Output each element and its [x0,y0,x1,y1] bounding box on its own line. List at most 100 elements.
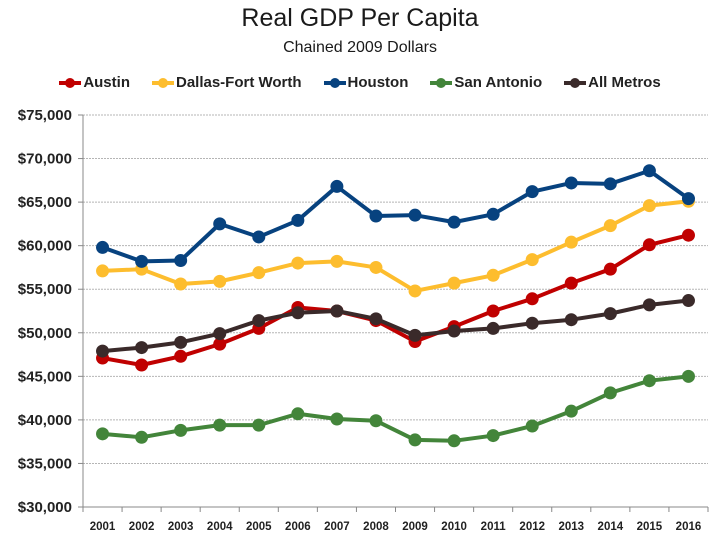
data-point [681,228,695,242]
chart-subtitle: Chained 2009 Dollars [283,39,437,56]
data-point [369,209,383,223]
data-point [96,344,110,358]
data-point [174,277,188,291]
data-point [369,414,383,428]
x-tick-label: 2003 [168,521,194,533]
x-tick-label: 2011 [481,521,507,533]
data-point [642,238,656,252]
data-point [525,292,539,306]
series-austin [96,228,695,372]
legend-marker-icon [430,77,453,89]
data-point [408,208,422,222]
data-point [603,386,617,400]
data-point [603,262,617,276]
x-tick-label: 2013 [558,521,584,533]
legend-label: San Antonio [454,74,543,91]
data-point [291,213,305,227]
x-tick-label: 2016 [676,521,702,533]
data-point [564,313,578,327]
data-point [291,407,305,421]
legend: Austin Dallas-Fort Worth Houston San Antoni… [0,74,720,91]
data-point [213,274,227,288]
data-point [408,284,422,298]
data-point [252,418,266,432]
series-group [96,164,695,448]
x-tick-label: 2008 [363,521,389,533]
data-point [330,412,344,426]
legend-item: Houston [323,74,409,91]
data-point [603,177,617,191]
y-tick-label: $60,000 [18,238,72,255]
data-point [603,307,617,321]
data-point [486,321,500,335]
series-line [102,298,689,354]
data-point [252,230,266,244]
y-tick-label: $40,000 [18,412,72,429]
data-point [96,427,110,441]
series-line [102,233,689,368]
y-tick-label: $50,000 [18,325,72,342]
data-point [330,254,344,268]
data-point [291,306,305,320]
y-axis-ticks: $30,000 $35,000 $40,000 $45,000 $50,000 $55,0… [18,107,72,516]
legend-item: Dallas-Fort Worth [151,74,302,91]
data-point [564,176,578,190]
x-tick-label: 2005 [246,521,272,533]
legend-item: San Antonio [430,74,542,91]
legend-label: All Metros [588,74,661,91]
y-tick-label: $70,000 [18,151,72,168]
series-all-metros [96,294,695,358]
legend-label: Houston [347,74,409,91]
x-tick-label: 2007 [324,521,350,533]
series-san-antonio [96,369,695,448]
data-point [135,358,149,372]
data-point [174,335,188,349]
x-tick-label: 2006 [285,521,311,533]
legend-item: Austin [59,74,130,91]
data-point [408,328,422,342]
data-point [642,164,656,178]
series-houston [96,164,695,268]
y-tick-label: $30,000 [18,499,72,516]
data-point [525,253,539,267]
data-point [447,434,461,448]
data-point [291,256,305,270]
data-point [408,433,422,447]
legend-marker-icon [564,77,587,89]
x-tick-label: 2015 [637,521,663,533]
data-point [174,253,188,267]
y-tick-label: $75,000 [18,107,72,124]
data-point [681,369,695,383]
legend-item: All Metros [564,74,661,91]
chart-title: Real GDP Per Capita [241,4,479,32]
x-tick-label: 2002 [129,521,155,533]
data-point [96,240,110,254]
legend-marker-icon [59,77,82,89]
data-point [330,304,344,318]
y-tick-label: $45,000 [18,368,72,385]
data-point [486,429,500,443]
data-point [525,316,539,330]
data-point [96,264,110,278]
data-point [135,254,149,268]
y-tick-label: $55,000 [18,281,72,298]
x-tick-label: 2012 [519,521,545,533]
data-point [486,304,500,318]
data-point [525,185,539,199]
gridlines [78,114,708,508]
data-point [447,324,461,338]
x-tick-label: 2014 [598,521,624,533]
data-point [252,314,266,328]
data-point [642,374,656,388]
data-point [681,192,695,206]
data-point [525,419,539,433]
data-point [603,219,617,233]
data-point [213,327,227,341]
data-point [486,268,500,282]
legend-label: Austin [83,74,130,91]
series-line [102,199,689,293]
data-point [135,341,149,355]
data-point [174,423,188,437]
y-tick-label: $35,000 [18,455,72,472]
